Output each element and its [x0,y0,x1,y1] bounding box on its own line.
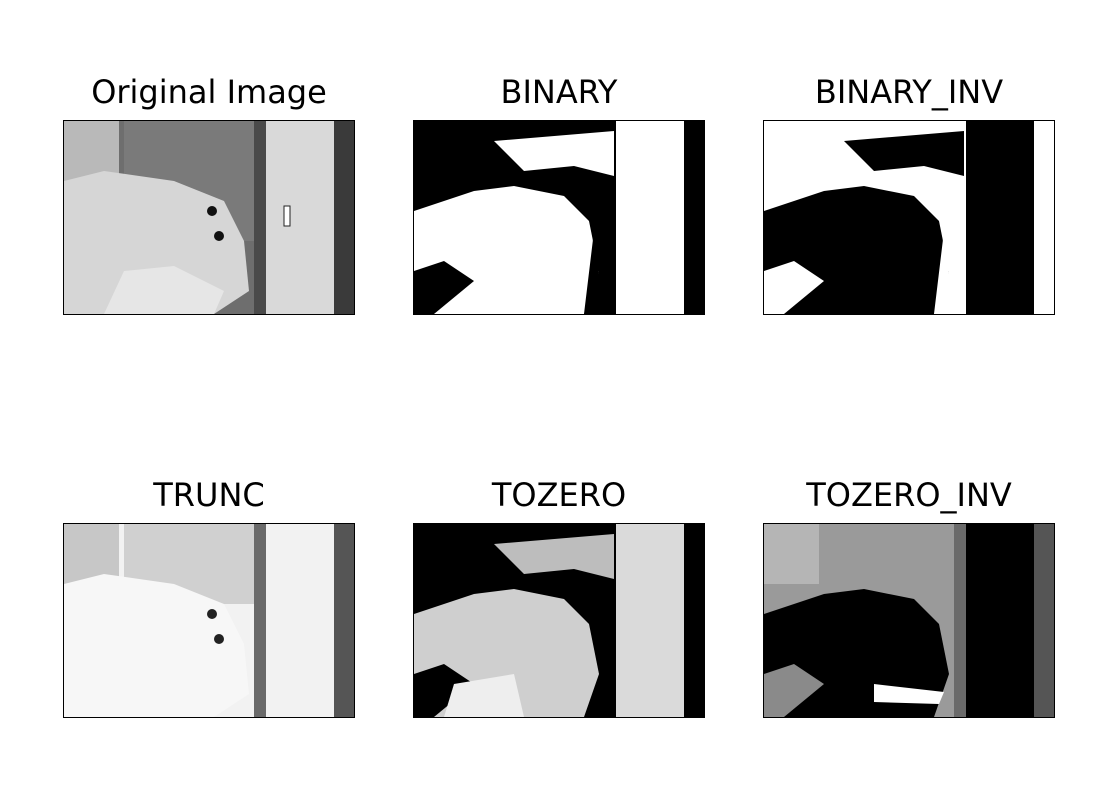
panel-title: Original Image [91,73,327,111]
panel-title: TRUNC [153,476,265,514]
image-tozero [413,523,705,718]
image-binary-inv [763,120,1055,315]
panel-title: BINARY [500,73,618,111]
image-tozero-inv [763,523,1055,718]
image-original [63,120,355,315]
panel-title: TOZERO_INV [806,476,1012,514]
panel-title: TOZERO [491,476,627,514]
image-trunc [63,523,355,718]
image-binary [413,120,705,315]
panel-title: BINARY_INV [814,73,1004,111]
